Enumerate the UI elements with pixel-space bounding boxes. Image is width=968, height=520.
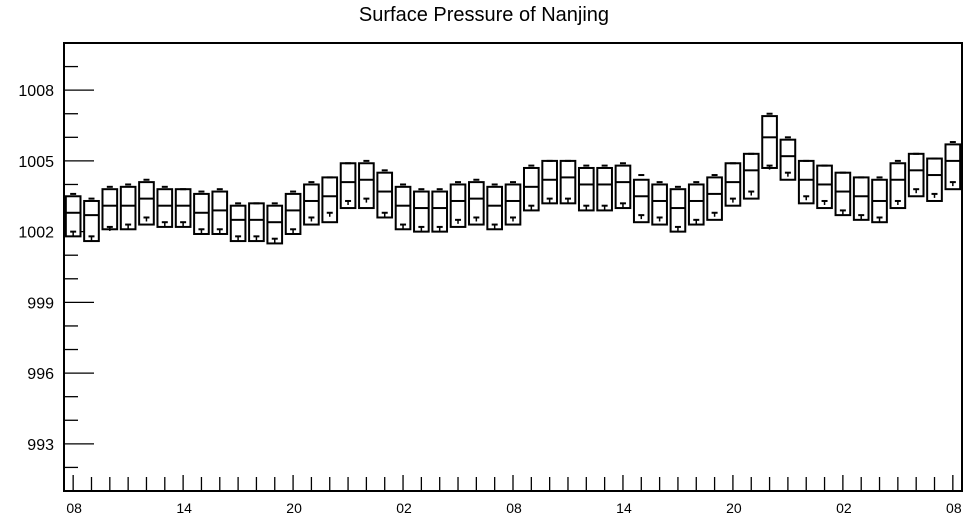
box <box>468 181 485 226</box>
x-tick-label: 20 <box>286 500 302 516</box>
box <box>541 159 558 205</box>
box <box>193 192 210 235</box>
box <box>632 178 650 224</box>
box <box>211 190 229 235</box>
box <box>376 171 394 219</box>
y-tick-label: 999 <box>27 295 54 312</box>
x-tick-label: 14 <box>616 500 632 516</box>
box <box>431 190 449 233</box>
box <box>889 162 907 210</box>
box <box>596 166 613 212</box>
box <box>156 188 174 228</box>
box <box>669 188 687 233</box>
x-tick-label: 02 <box>396 500 412 516</box>
box <box>687 183 705 226</box>
box <box>834 171 852 217</box>
x-tick-label: 08 <box>506 500 522 516</box>
box <box>358 162 375 210</box>
box <box>504 183 522 226</box>
box <box>303 183 320 226</box>
box <box>779 138 797 181</box>
box <box>266 204 284 245</box>
box <box>284 192 302 235</box>
y-tick-label: 1002 <box>18 225 54 242</box>
box <box>852 176 870 221</box>
box <box>138 181 155 226</box>
chart-title: Surface Pressure of Nanjing <box>358 4 610 26</box>
x-tick-label: 20 <box>726 500 742 516</box>
box <box>614 164 632 210</box>
box <box>522 166 540 212</box>
box <box>413 190 430 233</box>
box <box>64 195 82 238</box>
box <box>486 185 504 231</box>
y-tick-label: 996 <box>27 366 54 383</box>
box <box>651 183 668 226</box>
x-tick-label: 08 <box>946 500 962 516</box>
box <box>761 115 778 169</box>
box <box>101 188 119 231</box>
plot-frame <box>63 42 963 492</box>
box <box>559 159 577 205</box>
box <box>83 199 100 243</box>
box <box>449 183 467 228</box>
x-tick-label: 02 <box>836 500 852 516</box>
box <box>229 204 247 243</box>
y-tick-label: 1008 <box>18 83 54 100</box>
box <box>394 185 412 231</box>
y-tick-label: 993 <box>27 437 54 454</box>
x-tick-label: 14 <box>176 500 192 516</box>
box <box>577 166 595 212</box>
x-tick-label: 08 <box>66 500 82 516</box>
y-tick-label: 1005 <box>18 154 54 171</box>
box <box>944 143 962 191</box>
box <box>119 185 137 231</box>
box <box>706 176 723 221</box>
